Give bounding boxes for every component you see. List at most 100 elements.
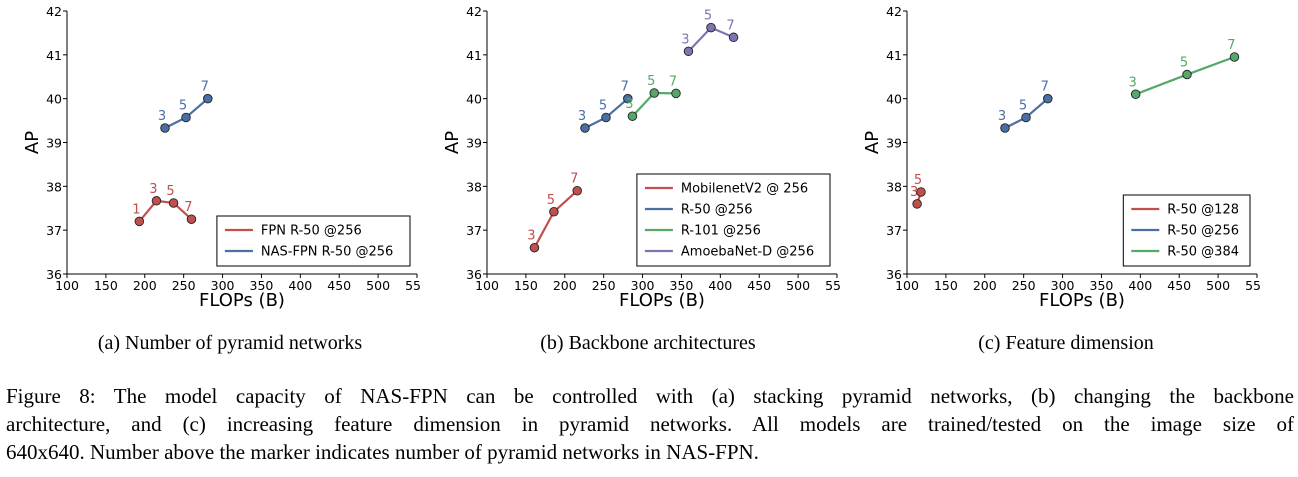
point-label: 3 (578, 109, 586, 124)
point-label: 7 (726, 18, 734, 33)
chart-a-svg: 1001502002503003504004505005503637383940… (22, 4, 420, 311)
point-label: 3 (149, 182, 157, 197)
y-axis-label: AP (862, 131, 883, 154)
x-tick-label: 500 (1206, 278, 1230, 293)
figure-caption-line-1: Figure 8: The model capacity of NAS-FPN … (6, 384, 1294, 408)
point-label: 5 (647, 74, 655, 89)
chart-c-svg: 1001502002503003504004505005503637383940… (862, 4, 1260, 311)
data-point (572, 185, 582, 196)
chart-b-svg: 1001502002503003504004505005503637383940… (442, 4, 840, 311)
legend-label: R-50 @256 (681, 203, 753, 218)
data-point (706, 22, 716, 33)
data-point (203, 93, 213, 104)
y-tick-label: 40 (886, 92, 902, 107)
x-tick-label: 250 (172, 278, 196, 293)
subcaption-a: (a) Number of pyramid networks (97, 332, 363, 354)
x-axis-label: FLOPs (B) (199, 290, 285, 311)
point-label: 7 (184, 200, 192, 215)
y-tick-label: 36 (466, 267, 482, 282)
data-point (168, 198, 179, 208)
data-point (1229, 52, 1240, 62)
y-tick-label: 40 (46, 92, 62, 107)
x-tick-label: 200 (973, 278, 997, 293)
x-tick-label: 400 (288, 278, 312, 293)
data-point (1021, 112, 1031, 123)
chart-panel-a: 1001502002503003504004505005503637383940… (0, 0, 420, 370)
data-point (160, 123, 170, 133)
figure-caption-line-3: 640x640. Number above the marker indicat… (6, 440, 759, 464)
legend-label: R-50 @384 (1167, 245, 1239, 260)
point-label: 3 (998, 109, 1006, 124)
x-tick-label: 100 (895, 278, 919, 293)
x-tick-label: 100 (475, 278, 499, 293)
point-label: 3 (158, 109, 166, 124)
y-axis-label: AP (22, 131, 43, 154)
point-label: 7 (1227, 38, 1235, 53)
point-label: 7 (570, 172, 578, 187)
y-tick-label: 41 (466, 48, 482, 63)
data-point (728, 32, 739, 43)
y-tick-label: 41 (46, 48, 62, 63)
data-point (912, 199, 922, 209)
x-tick-label: 150 (934, 278, 958, 293)
y-tick-label: 42 (466, 4, 482, 19)
y-tick-label: 42 (46, 4, 62, 19)
point-label: 5 (547, 193, 555, 208)
legend-label: R-50 @128 (1167, 203, 1239, 218)
point-label: 5 (1180, 56, 1188, 71)
x-tick-label: 250 (592, 278, 616, 293)
x-tick-label: 450 (327, 278, 351, 293)
legend-label: R-101 @256 (681, 224, 761, 239)
data-point (134, 216, 145, 227)
point-label: 5 (179, 99, 187, 114)
x-tick-label: 400 (1128, 278, 1152, 293)
legend-label: FPN R-50 @256 (261, 224, 362, 239)
chart-panel-b: 1001502002503003504004505005503637383940… (420, 0, 840, 370)
y-tick-label: 39 (886, 136, 902, 151)
figure-caption: Figure 8: The model capacity of NAS-FPN … (6, 382, 1294, 466)
subcaption-b: (b) Backbone architectures (540, 332, 756, 354)
point-label: 3 (910, 185, 918, 200)
data-point (1130, 89, 1141, 100)
x-axis-label: FLOPs (B) (619, 290, 705, 311)
point-label: 5 (1019, 99, 1027, 114)
point-label: 3 (681, 32, 689, 47)
y-tick-label: 38 (46, 179, 62, 194)
legend-label: NAS-FPN R-50 @256 (261, 245, 393, 260)
legend-label: MobilenetV2 @ 256 (681, 182, 808, 197)
y-tick-label: 40 (466, 92, 482, 107)
x-tick-label: 150 (94, 278, 118, 293)
point-label: 7 (1041, 80, 1049, 95)
x-tick-label: 100 (55, 278, 79, 293)
chart-panel-c: 1001502002503003504004505005503637383940… (840, 0, 1260, 370)
point-label: 3 (625, 97, 633, 112)
series-line (533, 189, 578, 249)
data-point (627, 111, 638, 121)
x-tick-label: 400 (708, 278, 732, 293)
figure-caption-line-2: architecture, and (c) increasing feature… (6, 412, 1294, 436)
point-label: 5 (914, 173, 922, 188)
x-tick-label: 300 (211, 278, 235, 293)
point-label: 3 (527, 229, 535, 244)
x-tick-label: 350 (1090, 278, 1114, 293)
x-tick-label: 500 (786, 278, 810, 293)
point-label: 7 (621, 80, 629, 95)
point-label: 3 (1129, 75, 1137, 90)
data-point (601, 112, 611, 123)
point-label: 7 (201, 80, 209, 95)
data-point (549, 207, 559, 217)
data-point (683, 46, 694, 57)
y-tick-label: 36 (46, 267, 62, 282)
y-tick-label: 37 (466, 223, 482, 238)
x-tick-label: 500 (366, 278, 390, 293)
data-point (1043, 93, 1053, 104)
x-tick-label: 150 (514, 278, 538, 293)
x-tick-label: 200 (553, 278, 577, 293)
x-tick-label: 300 (1051, 278, 1075, 293)
point-label: 1 (132, 202, 140, 217)
point-label: 5 (704, 9, 712, 24)
point-label: 7 (669, 74, 677, 89)
x-axis-label: FLOPs (B) (1039, 290, 1125, 311)
y-tick-label: 39 (46, 136, 62, 151)
y-tick-label: 38 (886, 179, 902, 194)
